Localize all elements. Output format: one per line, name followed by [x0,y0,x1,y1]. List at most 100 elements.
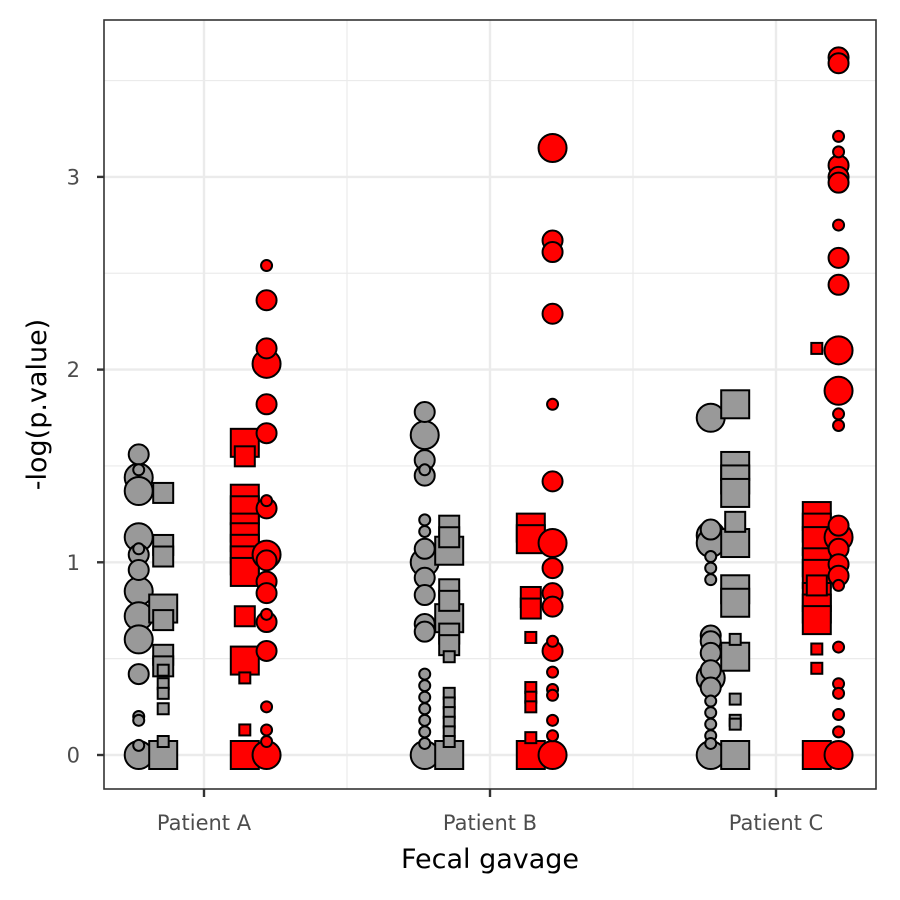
grey-square-point [720,740,751,770]
grey-square-point [728,717,742,731]
grey-circle-point [413,537,436,560]
red-circle-point [823,740,854,770]
x-tick-label: Patient C [729,811,823,835]
red-square-point [524,731,538,745]
grey-circle-point [418,513,432,527]
grey-circle-point [413,400,436,423]
red-square-point [805,574,828,597]
red-circle-point [827,246,850,269]
red-square-point [524,630,538,644]
red-circle-point [832,129,846,143]
red-circle-point [827,52,850,75]
grey-square-point [438,526,461,549]
red-circle-point [541,470,564,493]
red-circle-point [541,302,564,325]
y-axis-title: -log(p.value) [22,319,53,490]
grey-circle-point [418,725,432,739]
red-circle-point [827,171,850,194]
grey-circle-point [409,420,440,451]
grey-circle-point [418,702,432,716]
grey-square-point [156,686,170,700]
grey-square-point [720,641,751,672]
grey-circle-point [132,713,146,727]
grey-circle-point [704,736,718,750]
red-square-point [810,341,824,355]
grey-circle-point [418,679,432,693]
red-square-point [238,723,252,737]
grey-circle-point [704,550,718,564]
grey-circle-point [704,561,718,575]
grey-square-point [442,735,456,749]
red-circle-point [827,514,850,537]
grey-square-point [156,663,170,677]
grey-circle-point [127,443,150,466]
red-circle-point [541,557,564,580]
grey-square-point [728,692,742,706]
red-circle-point [255,337,278,360]
red-circle-point [546,713,560,727]
red-circle-point [832,708,846,722]
red-circle-point [832,145,846,159]
red-square-point [238,671,252,685]
red-circle-point [260,723,274,737]
grey-circle-point [418,667,432,681]
grey-circle-point [413,584,436,607]
grey-square-point [720,389,751,420]
red-circle-point [260,700,274,714]
grey-circle-point [704,573,718,587]
grey-square-point [156,735,170,749]
red-square-point [233,445,256,468]
grey-circle-point [704,706,718,720]
grey-circle-point [418,736,432,750]
red-circle-point [260,259,274,273]
x-axis-title: Fecal gavage [401,844,579,875]
red-circle-point [255,393,278,416]
grey-square-point [152,609,175,632]
red-circle-point [255,582,278,605]
y-tick-label: 0 [67,744,80,768]
red-circle-point [827,273,850,296]
red-circle-point [541,241,564,264]
red-circle-point [537,740,568,770]
grey-square-point [152,481,175,504]
red-circle-point [546,634,560,648]
red-circle-point [255,289,278,312]
grey-square-point [720,587,751,618]
grey-square-point [720,477,751,508]
grey-circle-point [418,463,432,477]
grey-circle-point [418,690,432,704]
grey-square-point [724,510,747,533]
grey-circle-point [123,624,154,655]
grey-circle-point [127,663,150,686]
red-circle-point [832,578,846,592]
grey-circle-point [704,717,718,731]
red-circle-point [832,640,846,654]
grey-square-point [442,650,456,664]
red-circle-point [260,607,274,621]
grey-circle-point [699,518,722,541]
grey-square-point [152,545,175,568]
red-circle-point [537,132,568,163]
grey-circle-point [132,738,146,752]
grey-circle-point [413,620,436,643]
x-tick-label: Patient A [157,811,252,835]
grey-circle-point [704,694,718,708]
grey-square-point [438,589,461,612]
red-circle-point [537,528,568,559]
red-circle-point [546,397,560,411]
grey-square-point [728,632,742,646]
x-tick-label: Patient B [443,811,537,835]
grey-circle-point [127,559,150,582]
grey-circle-point [132,542,146,556]
red-circle-point [832,407,846,421]
red-circle-point [541,595,564,618]
grey-circle-point [418,524,432,538]
data-points [123,46,854,770]
red-square-point [229,645,260,676]
red-circle-point [255,422,278,445]
red-circle-point [546,688,560,702]
red-circle-point [832,686,846,700]
red-circle-point [823,335,854,366]
y-tick-label: 1 [67,551,80,575]
red-square-point [519,597,542,620]
